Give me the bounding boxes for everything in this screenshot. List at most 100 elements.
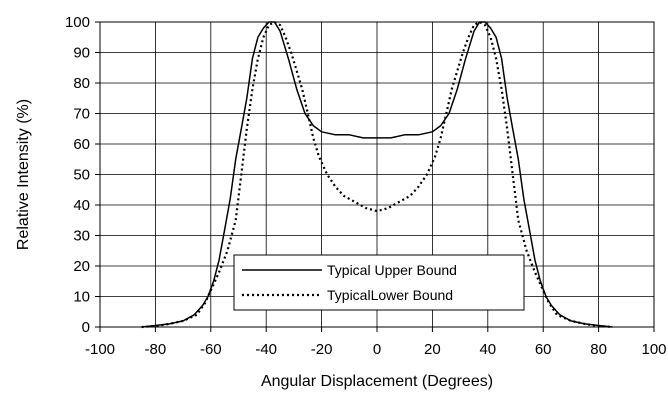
data-point-lower-bound [418, 186, 419, 187]
x-axis-title: Angular Displacement (Degrees) [261, 373, 493, 390]
data-point-lower-bound [296, 70, 297, 71]
legend-label-lower-bound: TypicalLower Bound [327, 287, 453, 303]
data-point-lower-bound [548, 302, 549, 303]
data-point-upper-bound [534, 259, 535, 260]
series-layer [141, 20, 613, 329]
data-point-lower-bound [327, 174, 328, 175]
y-tick-label: 40 [73, 197, 90, 214]
data-point-upper-bound [246, 98, 247, 99]
data-point-lower-bound [227, 250, 228, 251]
data-point-lower-bound [252, 89, 253, 90]
data-point-lower-bound [388, 208, 389, 209]
x-tick-label: 100 [641, 341, 666, 358]
x-tick-label: 60 [535, 341, 552, 358]
series-line-upper-bound [141, 21, 613, 328]
data-point-lower-bound [534, 272, 535, 273]
data-point-lower-bound [205, 302, 206, 303]
data-point-upper-bound [418, 134, 419, 135]
data-point-upper-bound [207, 296, 208, 297]
data-point-lower-bound [496, 58, 497, 59]
data-point-upper-bound [390, 137, 391, 138]
data-point-lower-bound [507, 128, 508, 129]
data-point-upper-bound [507, 98, 508, 99]
data-point-upper-bound [529, 229, 530, 230]
y-tick-label: 80 [73, 75, 90, 92]
data-point-upper-bound [501, 58, 502, 59]
data-point-lower-bound [440, 137, 441, 138]
data-point-lower-bound [302, 89, 303, 90]
data-point-upper-bound [523, 198, 524, 199]
data-point-lower-bound [219, 272, 220, 273]
data-point-upper-bound [230, 198, 231, 199]
data-point-upper-bound [304, 113, 305, 114]
data-point-lower-bound [196, 314, 197, 315]
data-point-lower-bound [446, 113, 447, 114]
data-point-lower-bound [318, 156, 319, 157]
data-point-lower-bound [257, 58, 258, 59]
data-point-lower-bound [183, 320, 184, 321]
data-point-lower-bound [451, 89, 452, 90]
data-point-upper-bound [432, 131, 433, 132]
data-point-lower-bound [365, 208, 366, 209]
data-point-lower-bound [280, 25, 281, 26]
x-tick-label: -80 [145, 341, 167, 358]
data-point-lower-bound [210, 290, 211, 291]
data-point-upper-bound [349, 134, 350, 135]
x-tick-label: -100 [85, 341, 115, 358]
y-tick-label: 90 [73, 45, 90, 62]
data-point-lower-bound [426, 174, 427, 175]
data-point-lower-bound [169, 323, 170, 324]
y-tick-label: 60 [73, 136, 90, 153]
y-tick-label: 100 [65, 14, 90, 31]
data-point-lower-bound [501, 89, 502, 90]
series-line-lower-bound [141, 20, 613, 329]
x-tick-label: 0 [373, 341, 381, 358]
tick-labels: -100 -80 -60 -40 -20 0 20 40 60 80 100 0 10 20 30 40 50 6… [65, 14, 667, 358]
data-point-lower-bound [268, 25, 269, 26]
x-tick-label: 80 [590, 341, 607, 358]
data-point-upper-bound [321, 131, 322, 132]
data-point-lower-bound [343, 195, 344, 196]
data-point-lower-bound [512, 174, 513, 175]
data-point-upper-bound [288, 58, 289, 59]
data-point-lower-bound [263, 37, 264, 38]
data-point-lower-bound [241, 174, 242, 175]
data-point-lower-bound [354, 201, 355, 202]
y-tick-label: 30 [73, 228, 90, 245]
data-point-upper-bound [496, 37, 497, 38]
data-point-lower-bound [285, 37, 286, 38]
data-point-upper-bound [202, 305, 203, 306]
data-point-lower-bound [291, 52, 292, 53]
data-point-lower-bound [484, 25, 485, 26]
x-tick-label: -60 [200, 341, 222, 358]
data-point-lower-bound [526, 250, 527, 251]
data-point-upper-bound [376, 137, 377, 138]
x-tick-label: -40 [255, 341, 277, 358]
data-point-lower-bound [457, 70, 458, 71]
data-point-lower-bound [556, 314, 557, 315]
data-point-lower-bound [376, 211, 377, 212]
data-point-upper-bound [404, 134, 405, 135]
data-point-upper-bound [448, 113, 449, 114]
data-point-upper-bound [252, 58, 253, 59]
data-point-upper-bound [296, 89, 297, 90]
y-tick-label: 20 [73, 258, 90, 275]
data-point-upper-bound [335, 134, 336, 135]
data-point-lower-bound [518, 220, 519, 221]
data-point-upper-bound [518, 159, 519, 160]
data-point-upper-bound [257, 37, 258, 38]
data-point-upper-bound [224, 229, 225, 230]
data-point-upper-bound [465, 58, 466, 59]
data-point-upper-bound [457, 89, 458, 90]
data-point-upper-bound [235, 159, 236, 160]
data-point-lower-bound [235, 220, 236, 221]
data-point-lower-bound [468, 37, 469, 38]
data-point-upper-bound [313, 125, 314, 126]
data-point-upper-bound [241, 128, 242, 129]
y-tick-label: 50 [73, 167, 90, 184]
data-point-upper-bound [280, 31, 281, 32]
y-tick-label: 70 [73, 106, 90, 123]
data-point-lower-bound [473, 25, 474, 26]
data-point-upper-bound [473, 31, 474, 32]
